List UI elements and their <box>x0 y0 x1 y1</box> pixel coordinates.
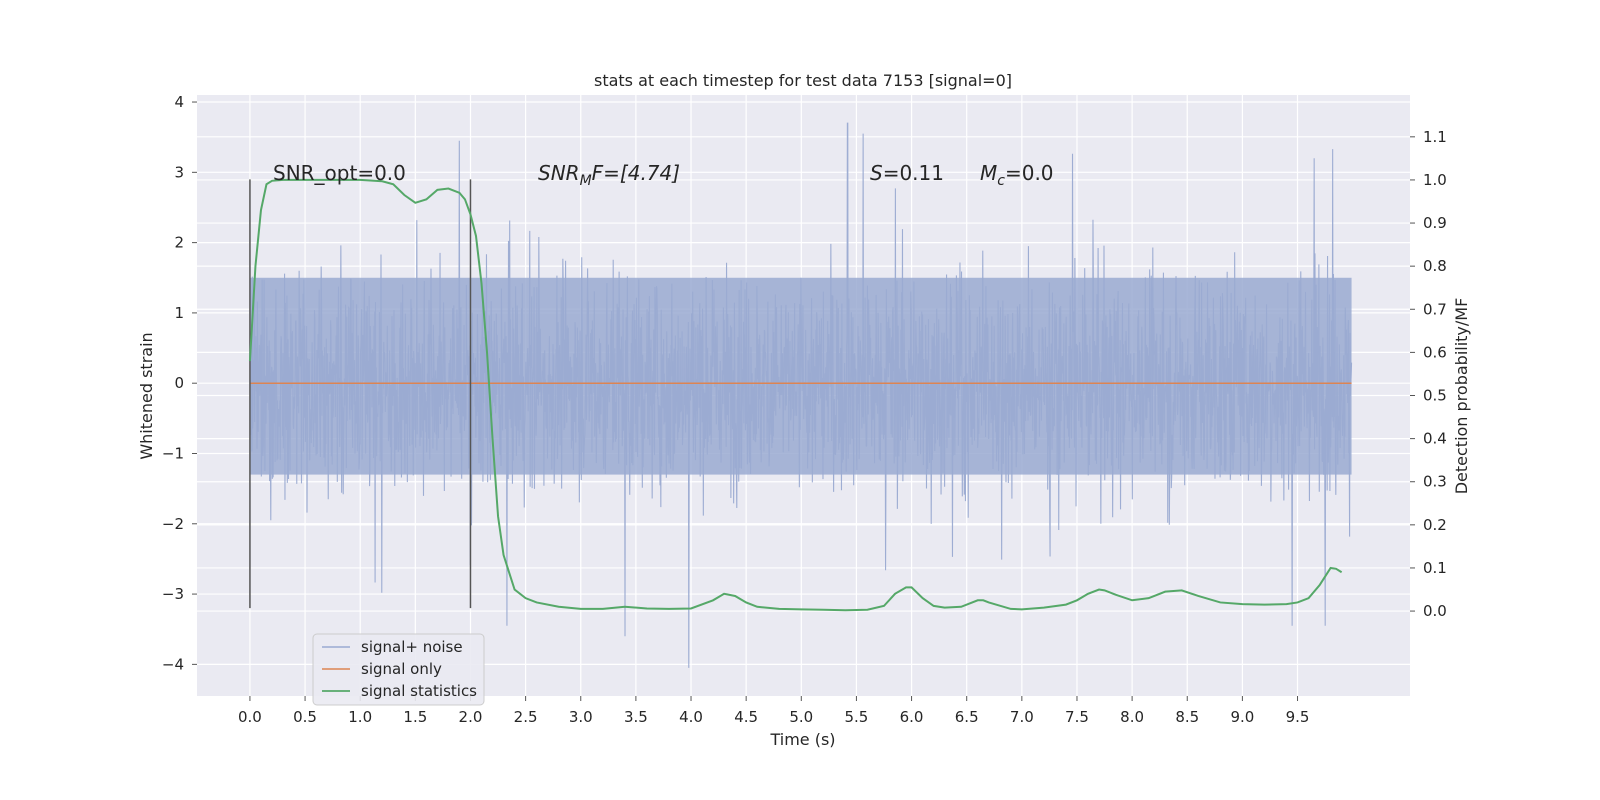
annotation-mc-symbol: M <box>980 161 997 185</box>
annotation-mc: Mc=0.0 <box>980 161 1054 189</box>
annotation-snr-mf: SNRMF=[4.74] <box>538 161 680 189</box>
x-tick-label: 4.5 <box>734 708 758 726</box>
annotation-s-value: =0.11 <box>883 161 944 185</box>
y2-tick-label: 0.8 <box>1423 257 1447 275</box>
y2-tick-label: 1.1 <box>1423 128 1447 146</box>
x-tick-label: 0.0 <box>238 708 262 726</box>
y-tick-label: −1 <box>162 444 184 462</box>
x-tick-label: 7.0 <box>1010 708 1034 726</box>
y2-axis-label: Detection probability/MF <box>1452 298 1471 495</box>
y2-tick-label: 0.3 <box>1423 473 1447 491</box>
annotation-snr-mf-symbol: SNR <box>538 161 580 185</box>
x-tick-label: 1.0 <box>348 708 372 726</box>
x-tick-label: 5.5 <box>845 708 869 726</box>
legend: signal+ noise signal only signal statist… <box>312 633 485 706</box>
annotation-mc-value: =0.0 <box>1005 161 1054 185</box>
x-tick-label: 9.5 <box>1286 708 1310 726</box>
y2-axis-ticks: 1.1 1.0 0.9 0.8 0.7 0.6 0.5 0.4 0.3 0.2 0.1 0.0 <box>1410 128 1447 620</box>
signal-statistics-series <box>248 178 1343 612</box>
x-axis-ticks: 0.0 0.5 1.0 1.5 2.0 2.5 3.0 3.5 4.0 4.5 5.0 5.5 6.0 6… <box>238 696 1309 726</box>
y-tick-label: 2 <box>174 234 184 252</box>
signal-noise-core-band <box>249 277 1352 475</box>
x-tick-label: 0.5 <box>293 708 317 726</box>
y2-tick-label: 0.9 <box>1423 214 1447 232</box>
annotation-s-symbol: S <box>870 161 883 185</box>
annotation-s: S=0.11 <box>870 161 944 185</box>
y-tick-label: 4 <box>174 93 184 111</box>
x-tick-label: 6.0 <box>900 708 924 726</box>
y-tick-label: 3 <box>174 163 184 181</box>
y2-tick-label: 0.1 <box>1423 559 1447 577</box>
x-tick-label: 7.5 <box>1065 708 1089 726</box>
y-tick-label: −2 <box>162 515 184 533</box>
legend-label-signal-statistics: signal statistics <box>361 682 477 700</box>
x-tick-label: 8.5 <box>1175 708 1199 726</box>
y-axis-label: Whitened strain <box>137 332 156 459</box>
x-tick-label: 1.5 <box>403 708 427 726</box>
annotation-snr-opt: SNR_opt=0.0 <box>273 161 406 185</box>
y2-tick-label: 0.5 <box>1423 387 1447 405</box>
chart-title: stats at each timestep for test data 715… <box>594 71 1012 90</box>
legend-box <box>312 633 485 706</box>
y2-tick-label: 0.2 <box>1423 516 1447 534</box>
window-markers <box>249 179 472 609</box>
y2-tick-label: 0.6 <box>1423 343 1447 361</box>
y-tick-label: −3 <box>162 585 184 603</box>
x-tick-label: 5.0 <box>789 708 813 726</box>
y2-tick-label: 0.7 <box>1423 300 1447 318</box>
x-tick-label: 6.5 <box>955 708 979 726</box>
legend-label-signal-only: signal only <box>361 660 442 678</box>
y2-tick-label: 0.0 <box>1423 602 1447 620</box>
x-tick-label: 3.0 <box>569 708 593 726</box>
x-tick-label: 8.0 <box>1120 708 1144 726</box>
legend-label-signal-noise: signal+ noise <box>361 638 463 656</box>
annotation-mc-subscript: c <box>997 173 1005 189</box>
x-tick-label: 3.5 <box>624 708 648 726</box>
x-axis-label: Time (s) <box>769 730 835 749</box>
x-tick-label: 2.5 <box>514 708 538 726</box>
x-tick-label: 2.0 <box>459 708 483 726</box>
x-tick-label: 9.0 <box>1230 708 1254 726</box>
y-axis-ticks: 4 3 2 1 0 −1 −2 −3 −4 <box>162 93 197 673</box>
signal-statistics-line <box>248 178 1343 612</box>
y-tick-label: 0 <box>174 374 184 392</box>
signal-noise-series <box>249 122 1353 668</box>
annotation-snr-mf-subscript: M <box>580 173 592 189</box>
y-tick-label: −4 <box>162 655 184 673</box>
x-tick-label: 4.0 <box>679 708 703 726</box>
annotation-snr-mf-value: F=[4.74] <box>592 161 680 185</box>
y2-tick-label: 0.4 <box>1423 430 1447 448</box>
y-tick-label: 1 <box>174 304 184 322</box>
y2-tick-label: 1.0 <box>1423 171 1447 189</box>
